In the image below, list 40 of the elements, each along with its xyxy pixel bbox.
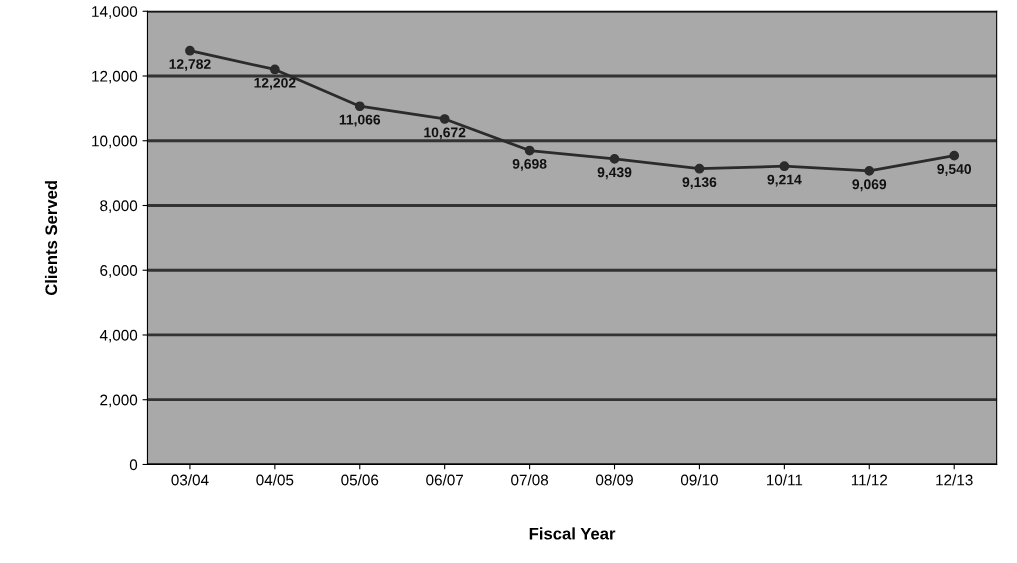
point [354, 101, 365, 112]
y-tick-label: 4,000 [99, 329, 138, 343]
y-tick-label: 10,000 [92, 135, 138, 149]
x-tick-label: 03/04 [171, 474, 209, 486]
x-tick-label: 05/06 [341, 474, 379, 486]
point [269, 64, 280, 75]
y-tick-label: 12,000 [92, 70, 138, 84]
data-label: 9,069 [852, 179, 887, 192]
point [185, 45, 195, 56]
point [864, 166, 875, 176]
data-label: 12,782 [169, 59, 211, 71]
y-tick-label: 14,000 [92, 6, 138, 19]
data-label: 9,136 [682, 177, 717, 190]
data-label: 9,439 [597, 167, 632, 180]
x-tick-label: 10/11 [766, 474, 803, 486]
data-label: 9,698 [512, 158, 547, 171]
x-tick-label: 09/10 [680, 474, 718, 486]
data-label: 10,672 [424, 127, 466, 140]
y-tick-label: 2,000 [100, 394, 138, 408]
point [779, 161, 790, 172]
x-tick-label: 07/08 [511, 474, 549, 486]
point [439, 114, 450, 124]
data-label: 11,066 [339, 114, 381, 127]
x-tick-label: 11/12 [851, 474, 888, 486]
point [609, 154, 620, 164]
data-label: 9,214 [767, 174, 802, 187]
y-tick-label: 6,000 [100, 265, 138, 278]
x-tick-label: 12/13 [936, 474, 973, 486]
y-tick-label: 8,000 [100, 200, 138, 213]
x-tick-label: 06/07 [426, 474, 464, 486]
x-axis-title: Fiscal Year [529, 527, 616, 540]
point [694, 163, 705, 174]
y-tick-label: 0 [129, 459, 138, 471]
point [524, 145, 535, 156]
y-axis-title: Clients Served [44, 181, 58, 296]
x-tick-label: 04/05 [256, 474, 294, 486]
data-label: 12,202 [254, 77, 296, 90]
x-tick-label: 08/09 [596, 474, 633, 486]
point [949, 150, 960, 161]
data-label: 9,540 [937, 164, 972, 176]
